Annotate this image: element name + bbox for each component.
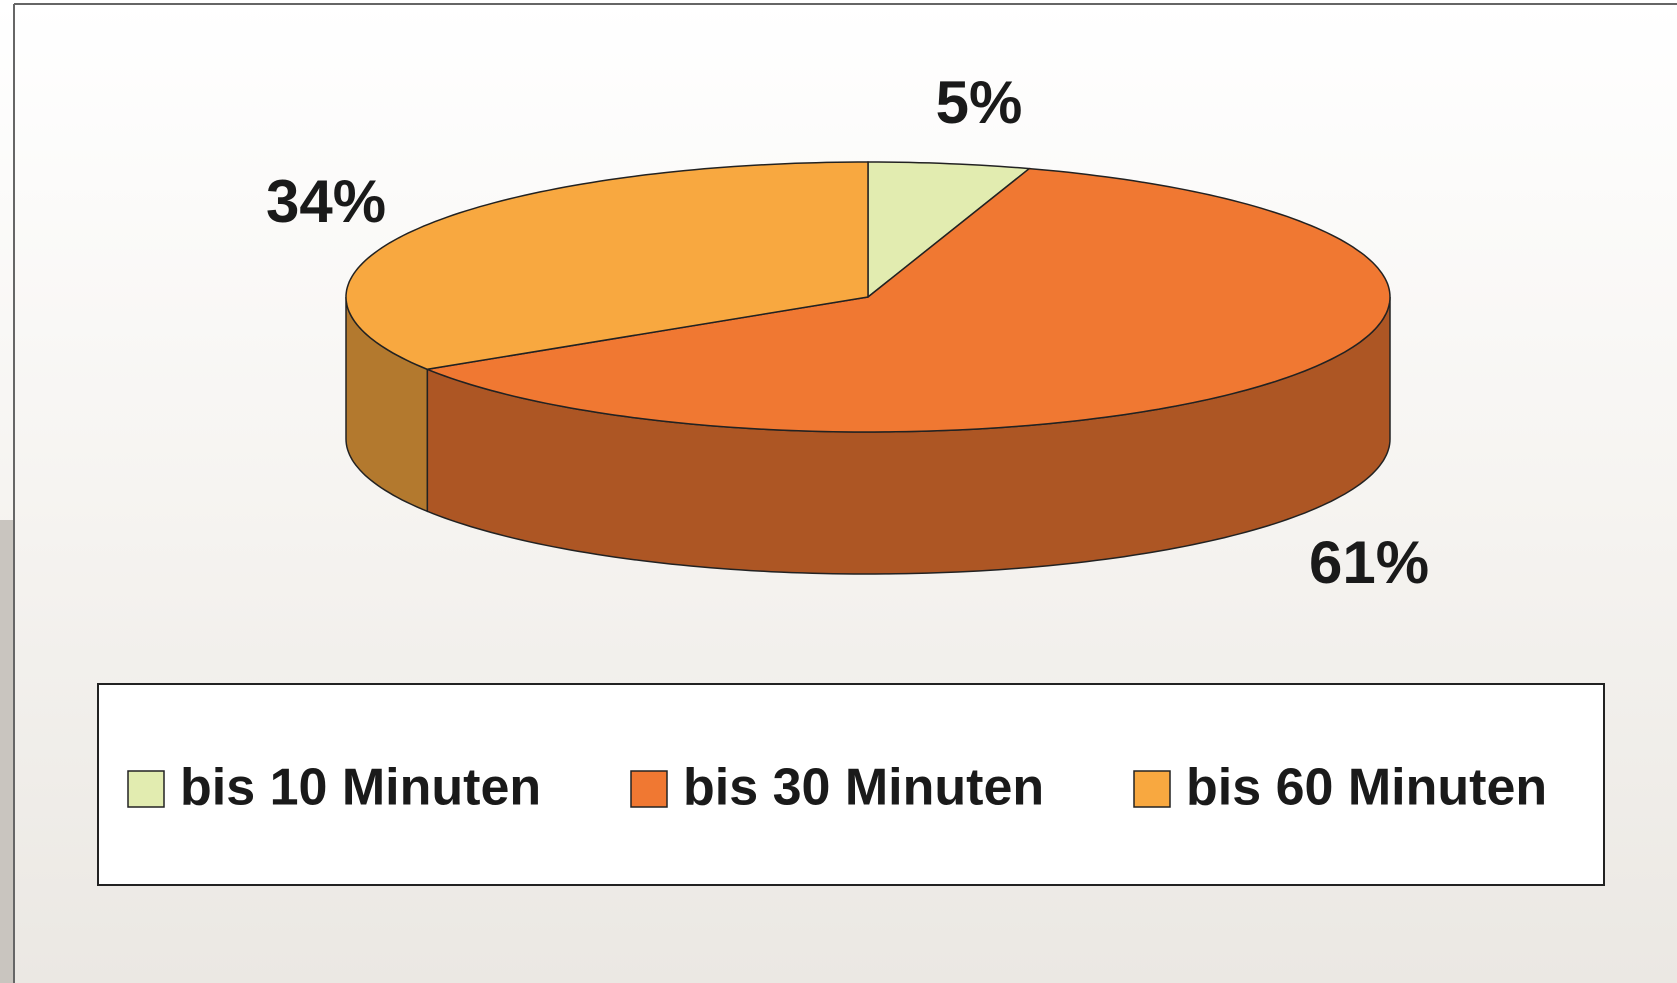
legend-swatch (1134, 771, 1170, 807)
legend: bis 10 Minuten bis 30 Minuten bis 60 Minut… (128, 759, 1547, 817)
legend-label: bis 60 Minuten (1186, 759, 1547, 817)
page: {"chart_data": { "type": "pie3d", "categ… (0, 0, 1677, 983)
legend-swatch (128, 771, 164, 807)
chart: 5%61%34% bis 10 Minutenbis 30 Minutenbis… (0, 0, 1677, 983)
legend-label: bis 10 Minuten (180, 759, 541, 817)
data-label: 61% (1309, 529, 1429, 596)
side-panel (0, 520, 14, 983)
data-label: 34% (266, 168, 386, 235)
data-label: 5% (936, 69, 1023, 136)
legend-label: bis 30 Minuten (683, 759, 1044, 817)
legend-swatch (631, 771, 667, 807)
